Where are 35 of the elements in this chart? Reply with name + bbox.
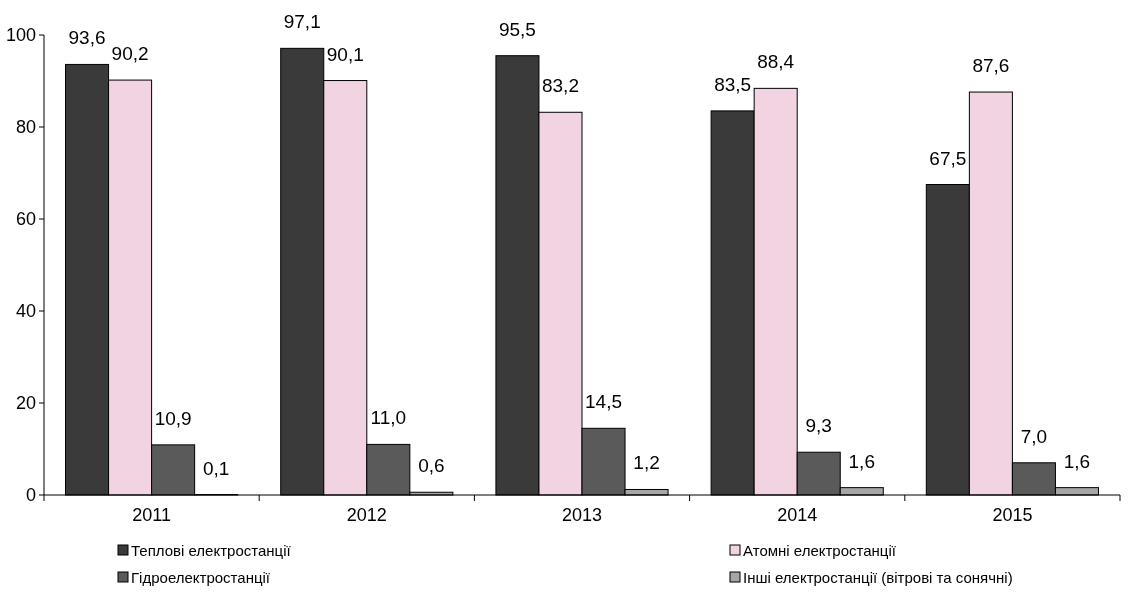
x-tick-label: 2013 xyxy=(561,505,603,525)
data-label: 95,5 xyxy=(498,18,536,40)
y-tick-label: 0 xyxy=(25,485,36,506)
y-tick-label: 80 xyxy=(15,117,36,138)
data-label: 1,2 xyxy=(633,452,660,474)
data-label: 1,6 xyxy=(1063,450,1091,472)
data-label: 10,9 xyxy=(154,407,192,429)
x-tick-label: 2011 xyxy=(132,505,171,525)
data-label: 0,6 xyxy=(418,455,445,477)
data-label: 11,0 xyxy=(370,407,407,429)
data-label: 90,1 xyxy=(326,43,364,65)
y-tick-label: 60 xyxy=(15,209,36,230)
x-tick-label: 2015 xyxy=(992,505,1033,525)
y-tick-label: 100 xyxy=(5,25,36,46)
data-label: 88,4 xyxy=(757,51,795,73)
data-label: 1,6 xyxy=(848,450,875,472)
x-tick-label: 2014 xyxy=(777,505,818,525)
data-label: 87,6 xyxy=(972,55,1010,77)
data-label: 97,1 xyxy=(283,11,321,33)
y-tick-label: 20 xyxy=(15,393,36,414)
data-label: 9,3 xyxy=(805,415,832,437)
data-label: 0,1 xyxy=(202,457,230,479)
legend-label: Теплові електростанції xyxy=(131,542,292,560)
data-label: 67,5 xyxy=(929,147,967,169)
x-tick-label: 2012 xyxy=(346,505,387,525)
legend-label: Інші електростанції (вітрові та сонячні) xyxy=(743,569,1013,587)
data-label: 83,5 xyxy=(714,73,752,95)
data-label: 93,6 xyxy=(68,27,106,49)
data-label: 83,2 xyxy=(541,75,579,97)
y-tick-label: 40 xyxy=(15,301,36,322)
data-label: 90,2 xyxy=(111,43,149,65)
legend-label: Атомні електростанції xyxy=(743,542,897,560)
data-label: 14,5 xyxy=(585,391,623,413)
legend-label: Гідроелектростанції xyxy=(131,569,271,587)
data-label: 7,0 xyxy=(1020,425,1048,447)
